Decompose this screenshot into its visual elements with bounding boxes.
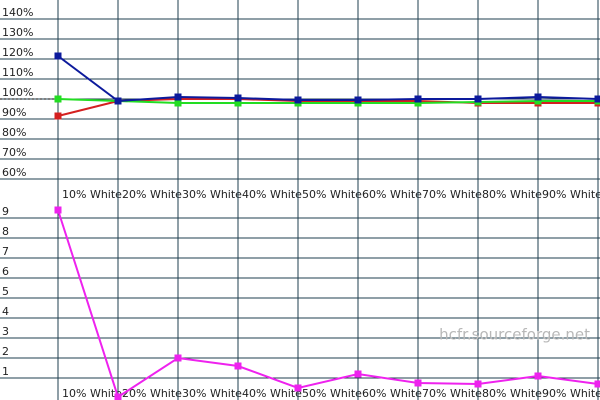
y-tick-label: 70% xyxy=(2,146,26,159)
data-point xyxy=(354,370,362,378)
y-tick-label: 5 xyxy=(2,285,9,298)
data-point xyxy=(354,96,362,104)
y-tick-label: 8 xyxy=(2,225,9,238)
x-tick-label: 10% White xyxy=(62,387,122,400)
x-tick-label: 20% White xyxy=(122,387,182,400)
y-tick-label: 9 xyxy=(2,205,9,218)
y-tick-label: 6 xyxy=(2,265,9,278)
y-tick-label: 120% xyxy=(2,46,33,59)
watermark: hcfr.sourceforge.net xyxy=(439,326,590,344)
y-tick-label: 4 xyxy=(2,305,9,318)
y-tick-label: 7 xyxy=(2,245,9,258)
y-tick-label: 60% xyxy=(2,166,26,179)
x-tick-label: 70% White xyxy=(422,387,482,400)
data-point xyxy=(54,206,62,214)
x-tick-label: 90% White xyxy=(542,387,600,400)
x-tick-label: 50% White xyxy=(302,188,362,201)
y-tick-label: 1 xyxy=(2,365,9,378)
y-tick-label: 80% xyxy=(2,126,26,139)
data-point xyxy=(474,380,482,388)
x-tick-label: 40% White xyxy=(242,387,302,400)
x-tick-label: 80% White xyxy=(482,387,542,400)
x-tick-label: 90% White xyxy=(542,188,600,201)
series-line xyxy=(57,55,599,103)
y-tick-label: 90% xyxy=(2,106,26,119)
data-point xyxy=(234,362,242,370)
data-point xyxy=(174,93,182,101)
data-point xyxy=(594,380,600,388)
x-tick-label: 60% White xyxy=(362,387,422,400)
data-point xyxy=(414,95,422,103)
data-point xyxy=(114,393,122,400)
x-tick-label: 20% White xyxy=(122,188,182,201)
data-point xyxy=(534,372,542,380)
data-point xyxy=(294,384,302,392)
data-point xyxy=(54,52,62,60)
data-point xyxy=(594,95,600,103)
data-point xyxy=(174,354,182,362)
data-point xyxy=(534,97,542,105)
x-tick-label: 30% White xyxy=(182,188,242,201)
y-tick-label: 140% xyxy=(2,6,33,19)
x-tick-label: 70% White xyxy=(422,188,482,201)
x-tick-label: 60% White xyxy=(362,188,422,201)
y-tick-label: 110% xyxy=(2,66,33,79)
data-point xyxy=(534,93,542,101)
data-point xyxy=(414,379,422,387)
data-point xyxy=(174,99,182,107)
y-tick-label: 100% xyxy=(2,86,33,99)
data-point xyxy=(234,99,242,107)
data-point xyxy=(474,95,482,103)
data-point xyxy=(54,112,62,120)
data-point xyxy=(294,96,302,104)
data-point xyxy=(114,97,122,105)
data-point xyxy=(234,94,242,102)
y-tick-label: 130% xyxy=(2,26,33,39)
series-line xyxy=(57,98,598,104)
x-tick-label: 80% White xyxy=(482,188,542,201)
x-tick-label: 50% White xyxy=(302,387,362,400)
series-line xyxy=(57,209,599,399)
x-tick-label: 40% White xyxy=(242,188,302,201)
y-tick-label: 2 xyxy=(2,345,9,358)
y-tick-label: 3 xyxy=(2,325,9,338)
data-point xyxy=(54,95,62,103)
data-point xyxy=(414,99,422,107)
x-tick-label: 30% White xyxy=(182,387,242,400)
x-tick-label: 10% White xyxy=(62,188,122,201)
